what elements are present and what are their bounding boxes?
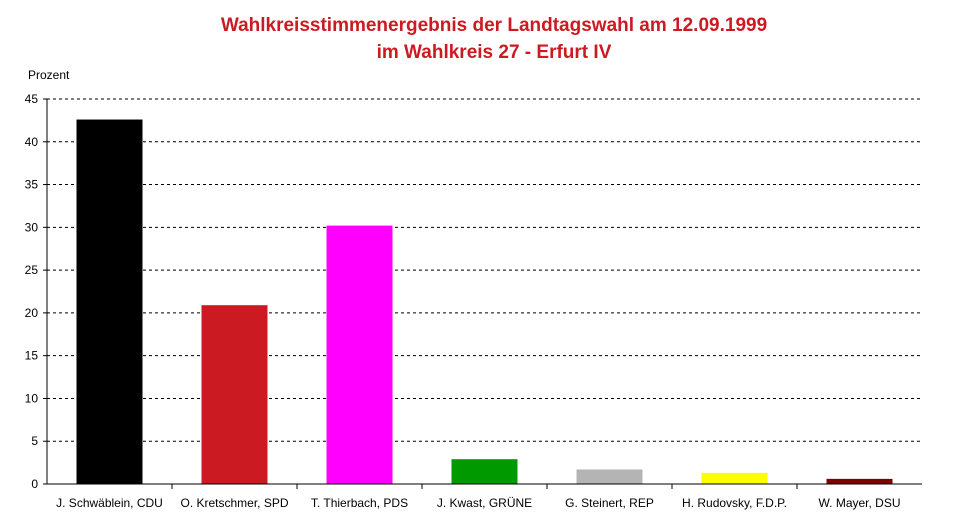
category-label: H. Rudovsky, F.D.P.: [682, 496, 787, 510]
y-tick-label: 20: [25, 306, 39, 320]
y-tick-label: 45: [25, 92, 39, 106]
category-label: W. Mayer, DSU: [818, 496, 900, 510]
category-label: J. Kwast, GRÜNE: [437, 496, 532, 510]
y-tick-label: 5: [31, 434, 38, 448]
category-label: G. Steinert, REP: [565, 496, 654, 510]
bar-1: [76, 119, 143, 485]
bar-6: [701, 472, 768, 484]
x-axis-labels: J. Schwäblein, CDU O. Kretschmer, SPD T. T…: [56, 484, 901, 510]
y-tick-label: 25: [25, 263, 39, 277]
bar-4: [451, 459, 518, 484]
y-axis-ticks: 0 5 10 15 20 25 30 35 40 45: [25, 92, 47, 491]
gridlines: [47, 98, 922, 442]
y-tick-label: 35: [25, 178, 39, 192]
y-tick-label: 15: [25, 349, 39, 363]
y-tick-label: 40: [25, 135, 39, 149]
bar-5: [576, 469, 643, 484]
y-tick-label: 0: [31, 477, 38, 491]
axes: [43, 99, 922, 485]
y-axis-label: Prozent: [28, 68, 70, 82]
bar-7: [826, 478, 893, 484]
y-tick-label: 30: [25, 220, 39, 234]
bar-2: [201, 305, 268, 484]
y-tick-label: 10: [25, 391, 39, 405]
category-label: J. Schwäblein, CDU: [56, 496, 163, 510]
bar-3: [326, 225, 393, 484]
bars: [76, 119, 893, 485]
chart-title: Wahlkreisstimmenergebnis der Landtagswah…: [221, 15, 767, 36]
category-label: O. Kretschmer, SPD: [180, 496, 288, 510]
chart-subtitle: im Wahlkreis 27 - Erfurt IV: [377, 42, 612, 63]
category-label: T. Thierbach, PDS: [311, 496, 408, 510]
